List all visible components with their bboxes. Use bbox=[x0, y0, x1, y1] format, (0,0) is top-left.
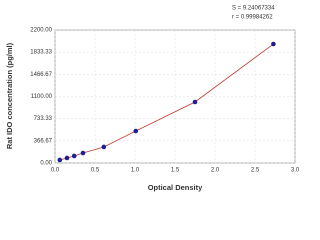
data-point bbox=[57, 157, 63, 163]
x-tick-label: 1.0 bbox=[131, 168, 140, 174]
x-axis-title: Optical Density bbox=[148, 183, 203, 192]
x-tick-label: 0.0 bbox=[51, 168, 60, 174]
x-tick-label: 0.5 bbox=[91, 168, 100, 174]
y-axis-title: Rat IDO concentration (pg/ml) bbox=[5, 42, 14, 149]
page: Optical Density Rat IDO concentration (p… bbox=[4, 5, 300, 192]
x-tick-label: 1.5 bbox=[171, 168, 180, 174]
data-point bbox=[133, 128, 139, 134]
annotation: S = 9.24067334 bbox=[232, 6, 275, 12]
data-point bbox=[101, 144, 107, 150]
data-point bbox=[271, 41, 276, 47]
x-tick-label: 2.0 bbox=[211, 168, 220, 174]
data-point bbox=[80, 150, 86, 156]
y-tick-label: 366.67 bbox=[34, 138, 53, 144]
y-tick-label: 733.33 bbox=[34, 116, 53, 122]
chart: Optical Density Rat IDO concentration (p… bbox=[5, 6, 300, 192]
x-tick-label: 3.0 bbox=[291, 168, 300, 174]
x-tick-label: 2.5 bbox=[251, 168, 260, 174]
data-point bbox=[71, 153, 77, 159]
annotation: r = 0.99984262 bbox=[232, 15, 273, 21]
y-tick-label: 1833.33 bbox=[30, 50, 52, 56]
y-tick-label: 1100.00 bbox=[31, 94, 53, 100]
y-tick-label: 0.00 bbox=[40, 161, 52, 167]
data-point bbox=[192, 99, 198, 105]
y-tick-label: 1466.67 bbox=[30, 72, 52, 78]
data-point bbox=[64, 155, 70, 161]
y-tick-label: 2200.00 bbox=[30, 28, 52, 34]
